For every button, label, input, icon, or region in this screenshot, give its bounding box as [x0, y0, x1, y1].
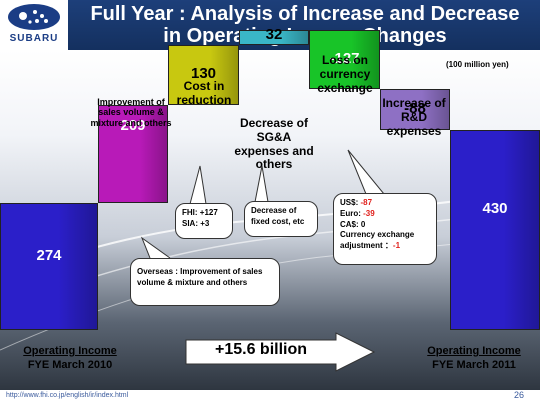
value-label-sga: 32 — [265, 26, 283, 43]
footer — [0, 390, 540, 405]
bar-cost-reduction — [168, 44, 239, 106]
callout-adj-label: Currency exchange adjustment ： — [340, 230, 415, 251]
bar-sga — [239, 30, 309, 45]
bar-rd — [380, 89, 450, 130]
callout-cost-breakdown: FHI: +127 SIA: +3 — [175, 203, 233, 239]
bar-fye2011 — [450, 130, 540, 330]
bottom-left-label: Operating Income FYE March 2010 — [0, 344, 140, 372]
bottom-left-line1: Operating Income — [23, 345, 117, 357]
logo-text: SUBARU — [9, 33, 59, 44]
value-label-fye2011: 430 — [482, 200, 508, 217]
bar-currency — [309, 30, 380, 90]
callout-overseas: Overseas : Improvement of sales volume &… — [130, 258, 280, 306]
callout-euro-label: Euro: — [340, 208, 361, 218]
label-rd: Increase of R&D expenses — [382, 96, 446, 138]
callout-usd-label: US$: — [340, 198, 359, 207]
callout-sia: SIA: +3 — [182, 218, 210, 228]
pleiades-logo-icon — [8, 4, 60, 30]
callout-euro-value: -39 — [363, 208, 375, 218]
bottom-right-line2: FYE March 2011 — [432, 359, 516, 371]
callout-adj-value: -1 — [392, 241, 401, 251]
callout-fixed-cost: Decrease of fixed cost, etc — [244, 201, 318, 237]
callout-currency-breakdown: US$: -87 Euro: -39 CA$: 0 Currency excha… — [333, 193, 437, 265]
page-number: 26 — [513, 390, 524, 400]
subaru-logo: SUBARU — [0, 0, 68, 50]
value-label-currency: -127 — [329, 49, 360, 67]
label-currency: Loss on currency exchange — [317, 53, 373, 95]
label-cost-reduction: Cost in reduction — [176, 79, 232, 107]
bottom-right-label: Operating Income FYE March 2011 — [408, 344, 540, 372]
label-sga: Decrease of SG&A expenses and others — [234, 116, 314, 172]
callout-cad: CA$: 0 — [340, 219, 366, 229]
page-title-line1: Full Year : Analysis of Increase and Dec… — [90, 3, 520, 25]
callout-fhi: FHI: +127 — [182, 208, 218, 217]
value-label-improvement: 209 — [120, 117, 146, 135]
value-label-cost: 130 — [190, 65, 217, 83]
unit-note: (100 million yen) — [446, 60, 509, 69]
bar-fye2010 — [0, 202, 98, 330]
value-label-fye2010: 274 — [36, 247, 62, 265]
bottom-right-line1: Operating Income — [427, 345, 521, 357]
footer-url[interactable]: http://www.fhi.co.jp/english/ir/index.ht… — [6, 392, 129, 399]
bottom-left-line2: FYE March 2010 — [27, 359, 113, 371]
callout-overseas-text: Overseas : Improvement of sales volume &… — [137, 267, 263, 287]
label-improvement: Improvement of sales volume & mixture an… — [90, 97, 172, 128]
change-label: +15.6 billion — [214, 341, 308, 358]
callout-usd-value: -87 — [360, 198, 373, 207]
bar-improvement — [98, 105, 168, 203]
callout-fixed-text: Decrease of fixed cost, etc — [251, 206, 305, 226]
value-label-rd: -88 — [404, 99, 426, 117]
